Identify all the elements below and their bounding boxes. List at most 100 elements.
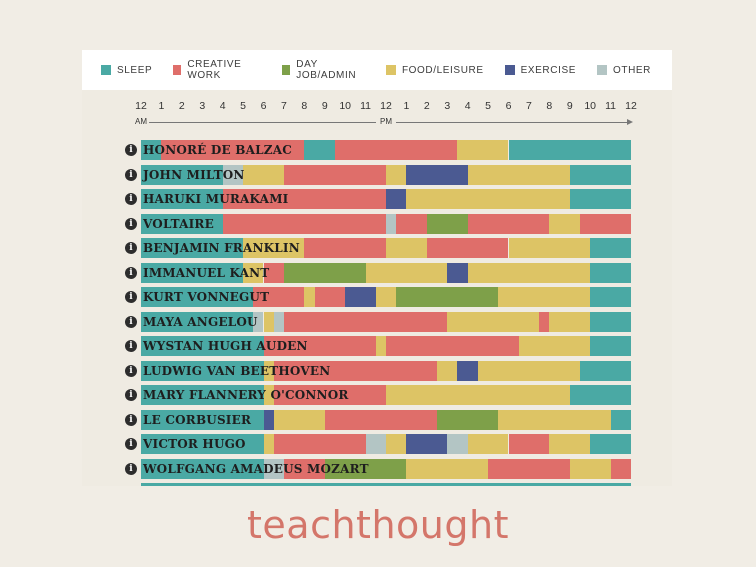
info-icon[interactable]: i xyxy=(125,242,137,254)
bar-segment-creative xyxy=(263,262,284,283)
bar-segment-sleep xyxy=(590,287,631,307)
bar-segment-sleep xyxy=(141,238,244,258)
bar-segment-food xyxy=(467,434,509,454)
bar-segment-creative xyxy=(273,385,325,405)
bar-segment-other xyxy=(263,458,284,479)
bar-segment-food xyxy=(498,409,611,430)
row-name-label: HARUKI MURAKAMI xyxy=(143,192,289,206)
info-icon[interactable]: i xyxy=(125,193,137,205)
bar-segment-food xyxy=(406,189,570,209)
bar-segment-food xyxy=(457,140,509,160)
info-icon[interactable]: i xyxy=(125,364,137,377)
bar-segment-dayjob xyxy=(437,409,499,430)
legend-label-creative: CREATIVE WORK xyxy=(187,59,242,81)
bar-segment-food xyxy=(518,336,591,356)
axis-tick-label: 8 xyxy=(301,100,308,112)
row-name-label: WOLFGANG AMADEUS MOZART xyxy=(143,461,369,476)
axis-tick-label: 4 xyxy=(219,100,226,112)
row-name-label: WYSTAN HUGH AUDEN xyxy=(143,339,308,353)
bar-segment-sleep xyxy=(141,360,264,381)
bar-segment-sleep xyxy=(508,140,631,160)
axis-tick-label: 2 xyxy=(178,100,185,112)
row-name-label: VOLTAIRE xyxy=(143,216,214,231)
bar-segment-sleep xyxy=(590,311,631,332)
bar-segment-sleep xyxy=(141,189,223,209)
info-icon[interactable]: i xyxy=(125,168,137,181)
bar-segment-food xyxy=(386,238,427,258)
bar-segment-creative xyxy=(467,213,550,234)
axis-tick-label: 5 xyxy=(485,100,491,112)
bar-segment-creative xyxy=(324,409,438,430)
axis-tick-label: 8 xyxy=(546,100,553,112)
info-icon[interactable]: i xyxy=(125,340,137,352)
axis-tick-label: 11 xyxy=(605,100,617,112)
bar-segment-exercise xyxy=(406,164,468,185)
bar-segment-sleep xyxy=(141,287,254,307)
bar-segment-food xyxy=(375,287,397,307)
info-icon[interactable]: i xyxy=(125,438,137,450)
chart-panel: SLEEP CREATIVE WORK DAY JOB/ADMIN FOOD/LEIS… xyxy=(82,50,672,486)
bar-segment-creative xyxy=(283,458,325,479)
bar-segment-food xyxy=(386,385,570,405)
legend-label-exercise: EXERCISE xyxy=(520,64,576,76)
legend-swatch-exercise xyxy=(504,65,515,75)
row-name-label: BENJAMIN FRANKLIN xyxy=(143,241,300,255)
info-icon[interactable]: i xyxy=(125,462,137,475)
bar-segment-exercise xyxy=(386,189,407,209)
bar-segment-sleep xyxy=(141,434,264,454)
bar-segment-food xyxy=(477,360,580,381)
info-icon[interactable]: i xyxy=(125,413,137,426)
legend-label-other: OTHER xyxy=(613,64,651,76)
brand-wordmark: teachthought xyxy=(247,503,509,547)
bar-segment-sleep xyxy=(141,140,162,160)
bar-segment-sleep xyxy=(569,189,631,209)
axis-tick-label: 10 xyxy=(584,100,596,112)
bar-segment-creative xyxy=(283,311,448,332)
row-name-label: IMMANUEL KANT xyxy=(143,265,270,280)
bar-segment-exercise xyxy=(447,262,468,283)
info-icon[interactable]: i xyxy=(125,291,137,303)
chart-row: i VICTOR HUGO xyxy=(82,434,672,454)
bar-segment-creative xyxy=(386,336,519,356)
legend-item-creative: CREATIVE WORK xyxy=(173,59,261,81)
bar-segment-creative xyxy=(396,213,427,234)
bar-segment-food xyxy=(406,458,489,479)
chart-row: i WYSTAN HUGH AUDEN xyxy=(82,336,672,356)
bar-track xyxy=(141,262,631,283)
info-icon[interactable]: i xyxy=(125,389,137,401)
bar-segment-food xyxy=(263,385,274,405)
bar-segment-sleep xyxy=(590,238,631,258)
info-icon[interactable]: i xyxy=(125,266,137,279)
bar-segment-creative xyxy=(263,336,376,356)
bar-track xyxy=(141,213,631,234)
axis-tick-label: 2 xyxy=(423,100,430,112)
bar-track xyxy=(141,189,631,209)
axis-tick-label: 9 xyxy=(321,100,328,112)
bar-segment-food xyxy=(467,164,570,185)
axis-tick-label: 9 xyxy=(566,100,573,112)
legend-swatch-food xyxy=(385,65,396,75)
bar-segment-exercise xyxy=(263,409,274,430)
bar-segment-food xyxy=(273,409,325,430)
bar-segment-sleep xyxy=(590,336,631,356)
chart-row: i BENJAMIN FRANKLIN xyxy=(82,238,672,258)
bar-segment-dayjob xyxy=(426,213,468,234)
info-icon[interactable]: i xyxy=(125,144,137,156)
chart-row: i LUDWIG VAN BEETHOVEN xyxy=(82,360,672,381)
bar-track xyxy=(141,483,631,486)
axis-tick-label: 6 xyxy=(260,100,267,112)
bar-track xyxy=(141,287,631,307)
bar-segment-sleep xyxy=(141,409,264,430)
bar-segment-food xyxy=(243,164,284,185)
axis-arrow-icon xyxy=(627,119,633,125)
bar-segment-food xyxy=(243,238,305,258)
bar-track xyxy=(141,336,631,356)
chart-row-partial xyxy=(82,483,672,486)
bar-track xyxy=(141,409,631,430)
legend-swatch-other xyxy=(597,65,607,75)
legend-item-sleep: SLEEP xyxy=(101,65,152,76)
bar-segment-exercise xyxy=(406,434,448,454)
info-icon[interactable]: i xyxy=(125,217,137,230)
info-icon[interactable]: i xyxy=(125,315,137,328)
bar-segment-dayjob xyxy=(396,287,499,307)
